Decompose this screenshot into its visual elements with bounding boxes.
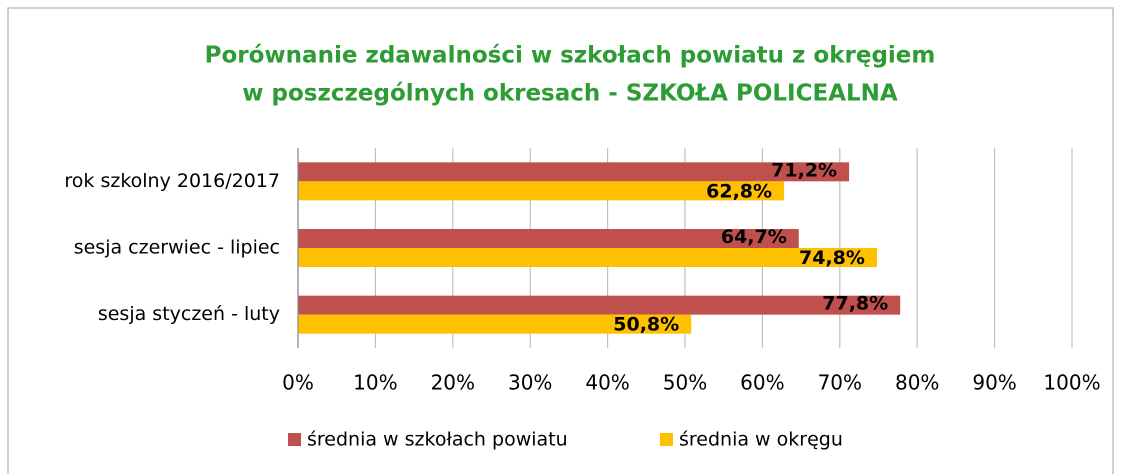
x-tick-label: 30%	[508, 371, 552, 395]
bar	[298, 295, 901, 315]
bar	[298, 314, 692, 334]
x-tick-label: 50%	[663, 371, 707, 395]
x-tick-label: 90%	[972, 371, 1016, 395]
legend-label: średnia w szkołach powiatu	[307, 429, 568, 451]
bar	[298, 248, 877, 267]
data-label: 64,7%	[721, 226, 787, 248]
x-tick-label: 10%	[353, 371, 397, 395]
x-tick-label: 20%	[431, 371, 475, 395]
x-tick-label: 60%	[740, 371, 784, 395]
x-tick-label: 0%	[282, 371, 314, 395]
data-label: 50,8%	[613, 314, 679, 336]
x-tick-label: 70%	[818, 371, 862, 395]
data-label: 71,2%	[771, 159, 837, 181]
bar	[298, 162, 850, 182]
legend-swatch	[660, 433, 673, 446]
x-tick-label: 100%	[1043, 371, 1100, 395]
x-tick-label: 80%	[895, 371, 939, 395]
y-tick-label: sesja czerwiec - lipiec	[74, 237, 280, 259]
x-tick-label: 40%	[585, 371, 629, 395]
data-label: 74,8%	[799, 247, 865, 269]
y-tick-label: sesja styczeń - luty	[98, 303, 280, 325]
bar	[298, 181, 785, 201]
data-label: 62,8%	[706, 180, 772, 202]
y-tick-label: rok szkolny 2016/2017	[64, 170, 280, 192]
legend-swatch	[288, 433, 301, 446]
bar	[298, 229, 799, 248]
legend-label: średnia w okręgu	[679, 429, 843, 451]
data-label: 77,8%	[822, 293, 888, 315]
chart-title: Porównanie zdawalności w szkołach powiat…	[205, 43, 936, 69]
chart-title: w poszczególnych okresach - SZKOŁA POLIC…	[242, 81, 898, 107]
